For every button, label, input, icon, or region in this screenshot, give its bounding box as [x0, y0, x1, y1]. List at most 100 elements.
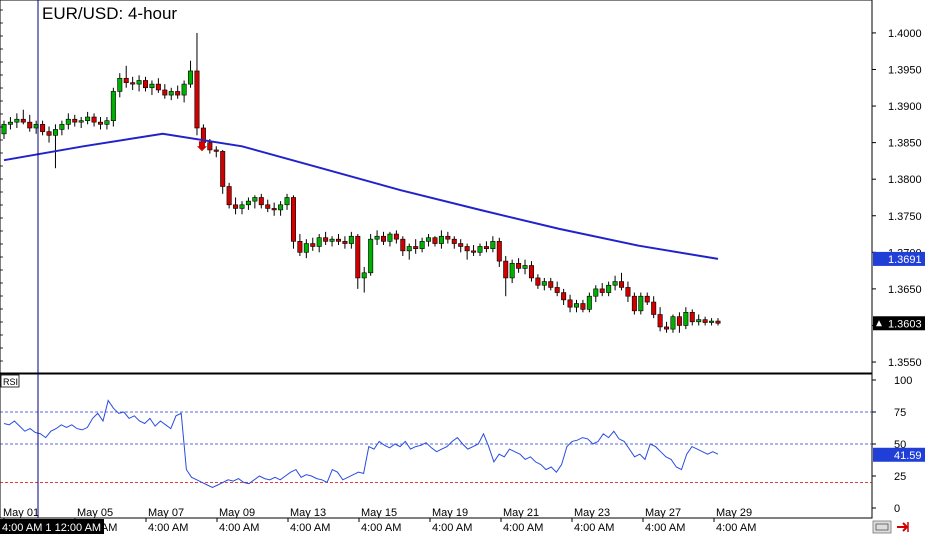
candle — [561, 288, 567, 305]
candle-body — [368, 238, 374, 274]
candle — [612, 275, 618, 291]
candle-body — [233, 204, 239, 209]
candle — [162, 84, 168, 99]
candle-body — [619, 281, 625, 288]
price-panel[interactable] — [0, 0, 873, 374]
candle — [175, 85, 181, 99]
candle — [625, 281, 631, 303]
price-tick-label: 1.3950 — [888, 64, 922, 76]
date-tick-label: May 15 — [361, 507, 397, 519]
scroll-icon[interactable] — [872, 520, 892, 534]
candle-body — [123, 77, 129, 83]
date-tick-label: May 19 — [432, 507, 468, 519]
price-tick-label: 1.3850 — [888, 138, 922, 150]
candle — [670, 314, 676, 333]
candle-body — [130, 82, 136, 85]
candle-body — [104, 120, 110, 125]
date-tick-label: May 05 — [77, 507, 113, 519]
candle-body — [586, 295, 592, 310]
moving-average-line — [3, 132, 719, 260]
candle-body — [194, 70, 200, 129]
candle — [651, 296, 657, 319]
candle — [702, 316, 708, 326]
candle — [586, 292, 592, 313]
rsi-tick-label: 25 — [894, 471, 906, 483]
candle-body — [7, 121, 13, 125]
candle-body — [670, 316, 676, 330]
candle-body — [278, 204, 284, 211]
exit-icon[interactable] — [894, 521, 910, 533]
candle — [335, 234, 341, 246]
candle-body — [143, 80, 149, 89]
candle-body — [696, 319, 702, 323]
candle — [606, 281, 612, 297]
candle-body — [573, 303, 579, 308]
candle — [464, 243, 470, 260]
candle — [715, 318, 721, 326]
candle — [168, 87, 174, 101]
candle-body — [207, 142, 213, 151]
candle — [20, 109, 26, 125]
candle-body — [290, 197, 296, 242]
rsi-label: RSI — [3, 377, 18, 387]
candle — [303, 239, 309, 259]
candle-body — [567, 299, 573, 308]
candle — [438, 230, 444, 249]
candle-body — [651, 301, 657, 315]
candle-body — [490, 241, 496, 249]
rsi-panel[interactable] — [0, 373, 873, 519]
price-tick-label: 1.3650 — [888, 284, 922, 296]
candle — [310, 237, 316, 251]
candle — [233, 197, 239, 215]
candle-body — [400, 238, 406, 252]
candle — [181, 80, 187, 103]
date-tick-label: May 01 — [3, 507, 39, 519]
candle-body — [303, 243, 309, 253]
candle-body — [406, 246, 412, 252]
candle-body — [419, 241, 425, 249]
time-tick-label: 4:00 AM — [361, 522, 401, 534]
candle — [297, 234, 303, 256]
candle — [432, 236, 438, 247]
candle — [323, 231, 329, 246]
rsi-line — [3, 399, 719, 489]
candle — [490, 236, 496, 253]
candle-body — [657, 314, 663, 328]
price-tick-label: 1.3900 — [888, 101, 922, 113]
date-tick-label: May 07 — [148, 507, 184, 519]
candle-body — [46, 131, 52, 136]
candle — [509, 259, 515, 284]
candle — [696, 314, 702, 326]
candle — [27, 114, 33, 132]
candle-body — [715, 320, 721, 324]
candle — [65, 113, 71, 130]
candle — [503, 255, 509, 297]
date-tick-label: May 29 — [716, 507, 752, 519]
candle-body — [342, 241, 348, 244]
candle — [72, 114, 78, 127]
candle-body — [220, 151, 226, 187]
candle-body — [162, 89, 168, 96]
rsi-tick-label: 100 — [894, 375, 912, 387]
candle-body — [316, 237, 322, 247]
candle-body — [271, 208, 277, 211]
candle-body — [374, 235, 380, 240]
candle — [400, 236, 406, 256]
price-tick-label: 1.3750 — [888, 211, 922, 223]
candle-body — [426, 237, 432, 242]
candle — [220, 149, 226, 194]
candle-body — [625, 287, 631, 297]
candle-body — [554, 287, 560, 293]
candle-body — [606, 284, 612, 293]
candle-body — [387, 233, 393, 242]
candle-body — [27, 121, 33, 129]
candle-body — [561, 292, 567, 301]
candle-body — [528, 265, 534, 279]
candle-body — [683, 311, 689, 326]
candle-body — [496, 241, 502, 262]
time-tick-label: 4:00 AM — [574, 522, 614, 534]
candle — [413, 239, 419, 254]
candle-body — [445, 235, 451, 240]
candle — [123, 65, 129, 88]
